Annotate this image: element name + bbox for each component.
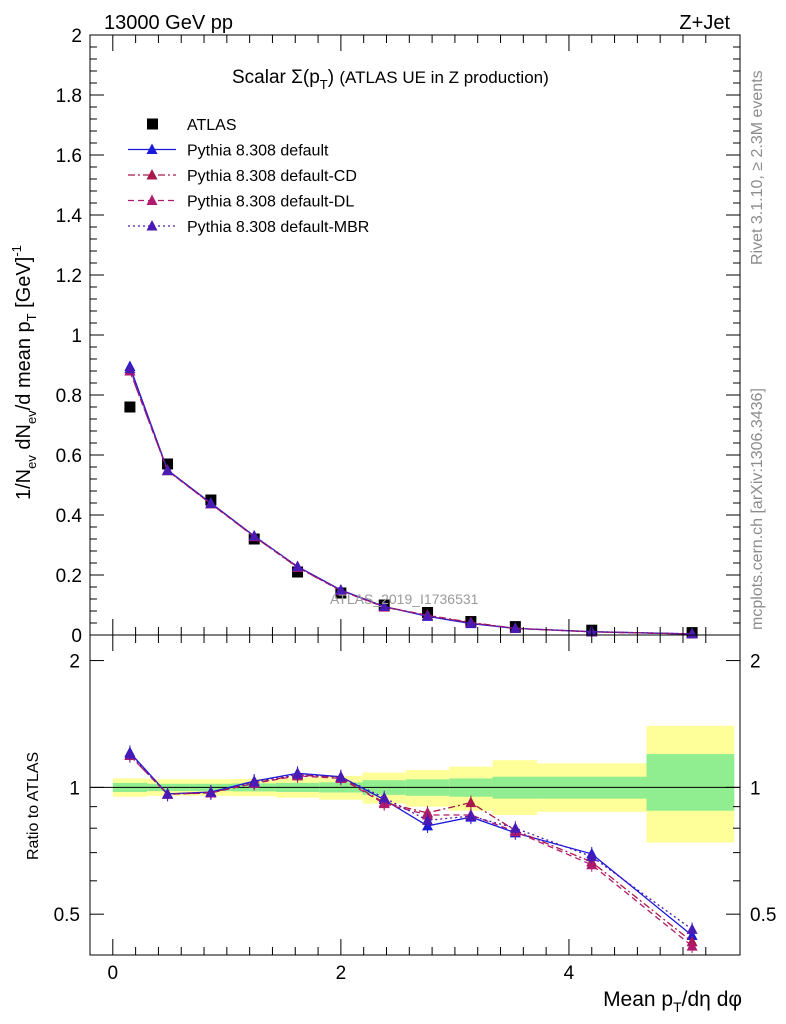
legend-label: Pythia 8.308 default-CD [187, 168, 357, 185]
ratio-y-tick-label: 1 [69, 778, 80, 799]
legend-label: Pythia 8.308 default-MBR [187, 219, 369, 236]
legend-marker [146, 220, 158, 231]
data-point-pythia-8-308-default-mbr [422, 610, 434, 621]
x-axis-label: Mean pT/dη dφ [603, 988, 742, 1015]
legend-marker [146, 169, 158, 180]
ratio-point-pythia-8-308-default-mbr [422, 814, 434, 825]
main-y-tick-label: 2 [71, 26, 82, 47]
ratio-plot-area [90, 725, 740, 954]
ratio-line-pythia-8-308-default-mbr [129, 753, 693, 930]
main-panel: 0 0.2 0.4 0.6 0.8 1 1.2 1.4 1.6 1.8 2 Scalar Σ(pT)… [9, 26, 741, 647]
ratio-point-pythia-8-308-default-mbr [162, 788, 174, 799]
main-y-tick-label: 1.2 [56, 266, 82, 287]
legend-item-pythia-8-308-default-mbr: Pythia 8.308 default-MBR [128, 219, 369, 236]
ratio-y-tick-label-right: 0.5 [750, 905, 776, 926]
data-point-pythia-8-308-default-mbr [248, 530, 260, 541]
analysis-watermark: ATLAS_2019_I1736531 [330, 591, 479, 607]
ratio-point-pythia-8-308-default-mbr [378, 791, 390, 803]
ratio-point-pythia-8-308-default-mbr [465, 810, 477, 821]
ratio-y-tick-label-right: 2 [750, 652, 761, 673]
main-y-tick-label: 0.2 [56, 566, 82, 587]
ratio-point-pythia-8-308-default-mbr [292, 768, 304, 779]
ratio-point-pythia-8-308-default-mbr [509, 822, 521, 833]
legend-marker [146, 194, 158, 205]
plot-title: Scalar Σ(pT) (ATLAS UE in Z production) [232, 67, 549, 92]
ratio-y-tick-label: 0.5 [54, 905, 80, 926]
legend-label: ATLAS [187, 117, 237, 134]
main-y-tick-label: 1.8 [56, 86, 82, 107]
ratio-panel: 0.5 0.5 1 1 2 2 0 2 4 Ratio to ATLAS [25, 634, 777, 984]
ratio-frame [89, 634, 741, 956]
ratio-y-axis-label: Ratio to ATLAS [25, 752, 42, 860]
main-y-tick-labels: 0 0.2 0.4 0.6 0.8 1 1.2 1.4 1.6 1.8 2 [56, 26, 83, 647]
legend-item-atlas: ATLAS [147, 117, 237, 134]
data-point-pythia-8-308-default-mbr [205, 497, 217, 509]
legend-label: Pythia 8.308 default-DL [187, 194, 354, 211]
x-tick-label: 0 [108, 963, 119, 984]
x-tick-label: 2 [336, 963, 347, 984]
data-point-pythia-8-308-default-mbr [335, 584, 347, 595]
ratio-y-tick-label: 2 [69, 652, 80, 673]
data-point-atlas [124, 401, 136, 413]
mcplots-label: mcplots.cern.ch [arXiv:1306.3436] [749, 388, 766, 630]
legend-marker [147, 118, 158, 130]
main-y-tick-label: 1.4 [56, 206, 83, 227]
data-point-pythia-8-308-default-mbr [378, 600, 390, 611]
uncertainty-band-inner [646, 754, 735, 811]
main-y-tick-label: 1 [71, 326, 82, 347]
main-y-tick-label: 1.6 [56, 146, 82, 167]
ratio-point-pythia-8-308-default-cd [465, 796, 477, 808]
x-tick-label: 4 [564, 963, 575, 984]
legend-item-pythia-8-308-default-cd: Pythia 8.308 default-CD [128, 168, 357, 185]
data-point-pythia-8-308-default-mbr [162, 464, 174, 476]
main-y-tick-label: 0.4 [56, 506, 83, 527]
data-point-pythia-8-308-default-mbr [686, 627, 698, 639]
main-y-tick-label: 0 [71, 626, 82, 647]
energy-label: 13000 GeV pp [104, 12, 233, 34]
data-point-pythia-8-308-default-mbr [465, 617, 477, 628]
main-y-tick-label: 0.6 [56, 446, 82, 467]
legend-label: Pythia 8.308 default [187, 143, 329, 160]
legend-item-pythia-8-308-default-dl: Pythia 8.308 default-DL [128, 194, 354, 211]
main-y-ticks [90, 34, 740, 636]
series-line-pythia-8-308-default-mbr [129, 368, 693, 635]
data-point-pythia-8-308-default-mbr [124, 362, 136, 374]
ratio-point-pythia-8-308-default-mbr [335, 771, 347, 782]
legend-item-pythia-8-308-default: Pythia 8.308 default [128, 143, 329, 160]
ratio-tick-labels: 0.5 0.5 1 1 2 2 0 2 4 [54, 652, 777, 984]
ratio-y-tick-label-right: 1 [750, 778, 761, 799]
main-plot-area [124, 360, 698, 639]
ratio-point-pythia-8-308-default-mbr [205, 786, 217, 797]
ratio-point-pythia-8-308-default-dl [686, 940, 698, 951]
ratio-point-pythia-8-308-default-dl [586, 858, 598, 870]
series-line-pythia-8-308-default-dl [129, 370, 693, 635]
main-y-axis-label: 1/Nev dNev/d mean pT [GeV]-1 [9, 245, 39, 500]
data-point-pythia-8-308-default-mbr [509, 622, 521, 633]
process-label: Z+Jet [679, 12, 730, 34]
ratio-point-pythia-8-308-default-mbr [124, 748, 136, 759]
data-point-pythia-8-308-default-mbr [292, 560, 304, 572]
ratio-point-pythia-8-308-default-mbr [248, 775, 260, 787]
ratio-point-pythia-8-308-default-mbr [686, 923, 698, 934]
main-y-tick-label: 0.8 [56, 386, 82, 407]
ratio-point-pythia-8-308-default-mbr [586, 850, 598, 862]
legend: ATLAS Pythia 8.308 default Pythia 8.308 de… [128, 117, 369, 236]
legend-marker [146, 143, 158, 154]
ratio-ticks [90, 635, 740, 955]
rivet-label: Rivet 3.1.10, ≥ 2.3M events [749, 70, 766, 265]
